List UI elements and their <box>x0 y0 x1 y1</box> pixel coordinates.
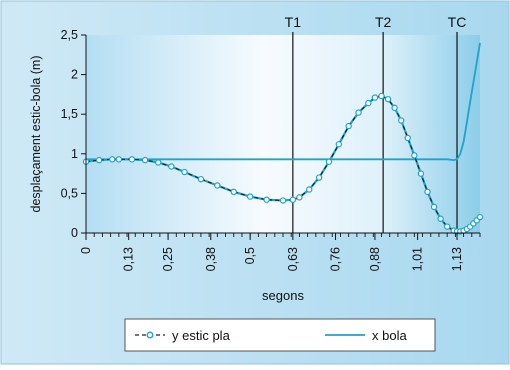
y-tick-label: 2,5 <box>61 28 78 42</box>
marker-label-t2: T2 <box>375 14 392 30</box>
data-point <box>214 182 221 189</box>
legend: y estic pla x bola <box>124 318 436 352</box>
legend-label-y-estic-pla: y estic pla <box>172 328 231 343</box>
data-point <box>115 156 123 163</box>
data-point <box>306 186 313 193</box>
data-point <box>181 168 188 176</box>
legend-swatch-marker <box>146 331 154 339</box>
y-tick-label: 0 <box>71 226 78 240</box>
data-point <box>378 92 385 100</box>
y-axis-title: desplaçament estic-bola (m) <box>29 55 43 212</box>
y-tick-label: 1 <box>71 147 78 161</box>
data-point <box>128 156 136 163</box>
y-tick-label: 2 <box>71 68 78 82</box>
x-tick-label: 0,63 <box>286 247 300 271</box>
x-tick-label: 0 <box>79 247 93 254</box>
data-point <box>325 158 333 165</box>
marker-layer: T1 T2 TC <box>285 14 467 233</box>
data-point <box>398 117 405 124</box>
x-tick-label: 0,13 <box>122 247 136 271</box>
x-axis-title: segons <box>262 288 304 303</box>
data-point <box>289 196 297 203</box>
legend-box <box>124 318 436 352</box>
data-point <box>109 156 116 163</box>
y-tick-label: 0,5 <box>61 186 78 200</box>
data-point <box>246 193 254 200</box>
marker-label-t1: T1 <box>285 14 302 30</box>
data-point <box>279 197 287 204</box>
data-point <box>384 95 392 103</box>
legend-label-x-bola: x bola <box>372 328 407 343</box>
data-point <box>430 203 438 211</box>
data-point <box>411 152 418 159</box>
x-tick-label: 1,13 <box>450 247 464 271</box>
data-point <box>95 156 103 164</box>
data-point <box>404 134 411 142</box>
data-point <box>365 99 372 107</box>
data-point <box>168 163 175 170</box>
data-point <box>315 174 323 181</box>
data-point <box>355 109 362 116</box>
data-point <box>424 188 431 196</box>
data-point <box>371 94 379 101</box>
data-point <box>263 196 270 203</box>
data-point <box>296 194 303 201</box>
axes-layer: 0 0,5 1 1,5 2 2,5 0 0,13 0,25 0,38 0,5 0,63 0,76 0,88… <box>61 28 481 271</box>
y-tick-label: 1,5 <box>61 107 78 121</box>
data-point <box>230 188 237 196</box>
data-point <box>443 223 451 230</box>
x-tick-label: 0,25 <box>161 247 175 271</box>
x-tick-label: 0,38 <box>204 247 218 271</box>
series-layer <box>82 42 484 235</box>
x-tick-label: 0,5 <box>243 247 257 264</box>
series-line-x-bola <box>86 42 481 162</box>
data-point <box>155 159 162 166</box>
x-tick-label: 0,88 <box>368 247 382 271</box>
data-point <box>437 215 444 222</box>
x-tick-label: 1,01 <box>411 247 425 271</box>
data-point <box>141 156 149 164</box>
data-point <box>476 213 484 221</box>
data-point <box>417 170 425 177</box>
x-tick-label: 0,76 <box>329 247 343 271</box>
data-point <box>335 141 343 148</box>
data-point <box>197 175 205 183</box>
data-point <box>345 122 352 130</box>
data-point <box>391 104 398 112</box>
marker-label-tc: TC <box>448 14 467 30</box>
